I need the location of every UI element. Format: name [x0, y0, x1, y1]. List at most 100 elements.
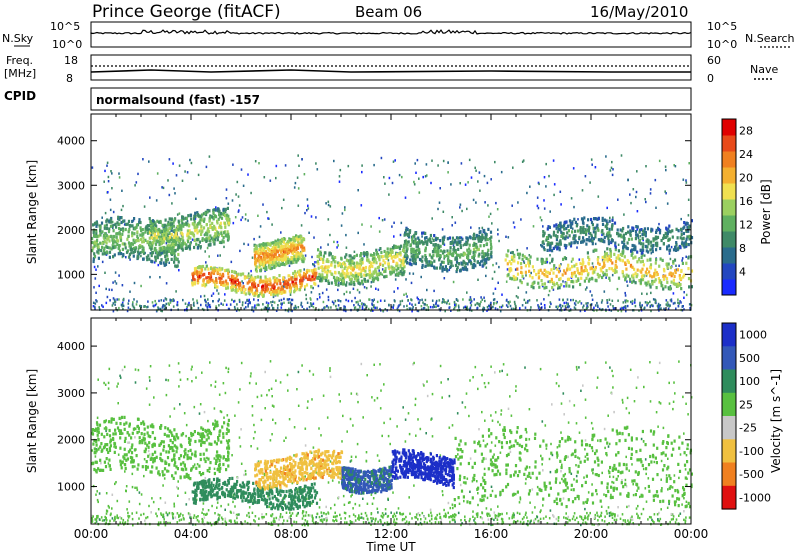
echo-cell [194, 211, 197, 215]
echo-cell [541, 271, 544, 275]
echo-cell [651, 279, 654, 283]
scatter-point [398, 173, 401, 177]
scatter-point [313, 236, 315, 239]
echo-cell [369, 263, 372, 268]
scatter-point [447, 171, 449, 174]
colorbar-swatch [722, 279, 736, 296]
echo-cell [614, 265, 617, 269]
scatter-point [250, 269, 252, 273]
echo-cell [220, 274, 224, 278]
echo-cell [343, 261, 346, 265]
echo-cell [172, 239, 175, 243]
echo-cell [168, 226, 171, 230]
scatter-point [664, 165, 667, 168]
echo-cell [134, 246, 137, 250]
scatter-point [111, 304, 114, 307]
echo-cell [128, 227, 131, 231]
echo-cell [616, 228, 619, 232]
echo-cell [158, 240, 162, 244]
scatter-point [393, 299, 396, 302]
scatter-point [584, 288, 587, 291]
echo-cell [556, 230, 559, 234]
echo-cell [487, 253, 490, 257]
echo-cell [439, 244, 442, 248]
echo-cell [343, 266, 346, 271]
scatter-point [297, 306, 300, 309]
echo-cell [142, 246, 145, 250]
echo-cell [512, 274, 515, 279]
scatter-point [398, 304, 400, 307]
echo-cell [299, 237, 302, 241]
echo-cell [249, 288, 252, 292]
echo-cell [529, 255, 532, 259]
echo-cell [629, 229, 632, 233]
scatter-point [469, 296, 472, 299]
scatter-point [677, 301, 679, 304]
echo-cell [527, 258, 530, 262]
scatter-point [314, 261, 316, 264]
scatter-point [154, 303, 157, 307]
echo-cell [641, 232, 644, 237]
scatter-point [378, 269, 380, 272]
scatter-point [93, 265, 96, 269]
echo-cell [450, 261, 453, 265]
scatter-point [617, 232, 620, 235]
scatter-point [104, 211, 107, 215]
echo-cell [562, 236, 565, 240]
scatter-point [176, 303, 178, 307]
echo-cell [630, 253, 633, 257]
scatter-point [527, 299, 529, 303]
echo-cell [647, 242, 650, 246]
echo-cell [208, 243, 211, 247]
echo-cell [372, 278, 375, 282]
scatter-point [438, 308, 441, 311]
echo-cell [672, 278, 675, 282]
scatter-point [215, 206, 217, 209]
echo-cell [116, 242, 119, 246]
scatter-point [490, 178, 492, 181]
echo-cell [414, 251, 418, 255]
echo-cell [283, 289, 286, 293]
scatter-point [101, 260, 104, 264]
scatter-point [349, 291, 351, 294]
echo-cell [388, 253, 392, 257]
scatter-point [143, 205, 146, 208]
scatter-point [425, 163, 428, 166]
scatter-point [448, 268, 451, 272]
echo-cell [543, 268, 546, 272]
scatter-point [482, 306, 485, 309]
colorbar-tick-label: 12 [739, 219, 753, 232]
scatter-point [224, 293, 226, 296]
scatter-point [506, 268, 509, 271]
echo-cell [279, 246, 282, 250]
echo-cell [582, 230, 585, 234]
echo-cell [160, 242, 163, 246]
echo-cell [255, 269, 258, 273]
scatter-point [664, 190, 666, 193]
echo-cell [573, 270, 576, 275]
echo-cell [655, 228, 658, 232]
scatter-point [324, 306, 326, 309]
echo-cell [457, 236, 460, 240]
echo-region-1 [148, 206, 231, 256]
echo-cell [275, 245, 278, 249]
echo-cell [347, 265, 351, 269]
echo-cell [240, 290, 243, 294]
scatter-point [687, 214, 690, 217]
echo-cell [595, 279, 598, 283]
echo-cell [402, 246, 405, 250]
echo-cell [283, 248, 286, 252]
echo-cell [558, 277, 561, 282]
scatter-point [667, 227, 670, 230]
scatter-point [414, 303, 417, 306]
echo-cell [205, 223, 208, 227]
echo-cell [275, 289, 278, 293]
echo-cell [191, 222, 194, 226]
echo-cell [361, 281, 364, 285]
echo-cell [551, 241, 554, 245]
echo-cell [96, 235, 99, 239]
echo-cell [632, 273, 635, 277]
echo-cell [219, 272, 222, 276]
echo-cell [371, 264, 374, 269]
